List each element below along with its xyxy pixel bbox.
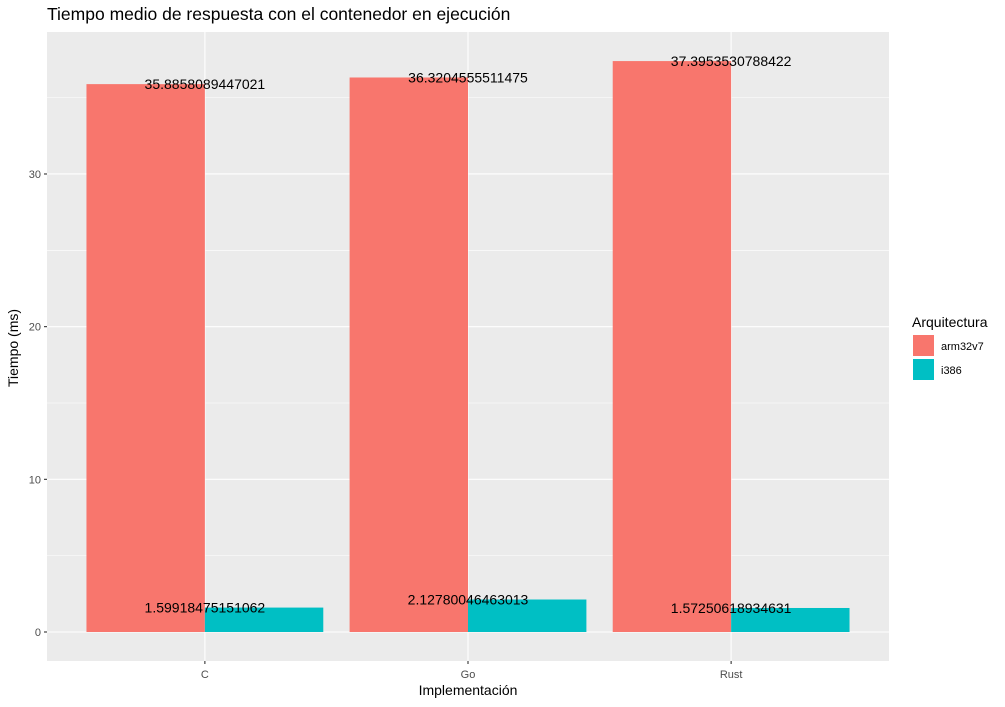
legend-title: Arquitectura bbox=[912, 314, 988, 330]
y-tick-label: 10 bbox=[29, 474, 41, 486]
y-axis: 0 10 20 30 bbox=[29, 169, 47, 639]
data-label: 36.3204555511475 bbox=[408, 69, 528, 85]
data-label: 2.12780046463013 bbox=[408, 592, 529, 608]
legend-key-i386 bbox=[913, 359, 934, 380]
data-labels: 35.8858089447021 36.3204555511475 37.39535… bbox=[145, 53, 792, 616]
x-axis: C Go Rust bbox=[201, 661, 743, 681]
bar-arm32v7-Go bbox=[349, 77, 468, 632]
data-label: 37.3953530788422 bbox=[671, 53, 792, 69]
legend: Arquitectura arm32v7 i386 bbox=[912, 314, 988, 380]
bar-arm32v7-C bbox=[86, 84, 205, 632]
x-tick-label: Go bbox=[461, 669, 476, 681]
x-tick-label: C bbox=[201, 669, 209, 681]
bar-i386-Rust bbox=[731, 607, 850, 632]
legend-label: arm32v7 bbox=[941, 341, 984, 353]
y-tick-label: 30 bbox=[29, 169, 41, 181]
legend-label: i386 bbox=[941, 365, 962, 377]
y-axis-title: Tiempo (ms) bbox=[5, 309, 21, 387]
bar-arm32v7-Rust bbox=[612, 61, 732, 632]
y-tick-label: 20 bbox=[29, 322, 41, 334]
bar-i386-C bbox=[204, 607, 324, 632]
x-tick-label: Rust bbox=[720, 669, 743, 681]
data-label: 35.8858089447021 bbox=[145, 76, 266, 92]
chart-title: Tiempo medio de respuesta con el contene… bbox=[47, 4, 510, 24]
legend-key-arm32v7 bbox=[913, 335, 934, 356]
bars bbox=[86, 61, 850, 632]
y-tick-label: 0 bbox=[35, 627, 41, 639]
data-label: 1.59918475151062 bbox=[145, 600, 266, 616]
data-label: 1.57250618934631 bbox=[671, 600, 792, 616]
x-axis-title: Implementación bbox=[419, 682, 518, 698]
bar-i386-Go bbox=[468, 599, 587, 632]
